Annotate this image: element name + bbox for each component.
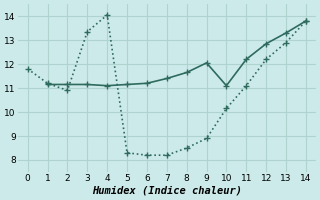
X-axis label: Humidex (Indice chaleur): Humidex (Indice chaleur): [92, 186, 242, 196]
